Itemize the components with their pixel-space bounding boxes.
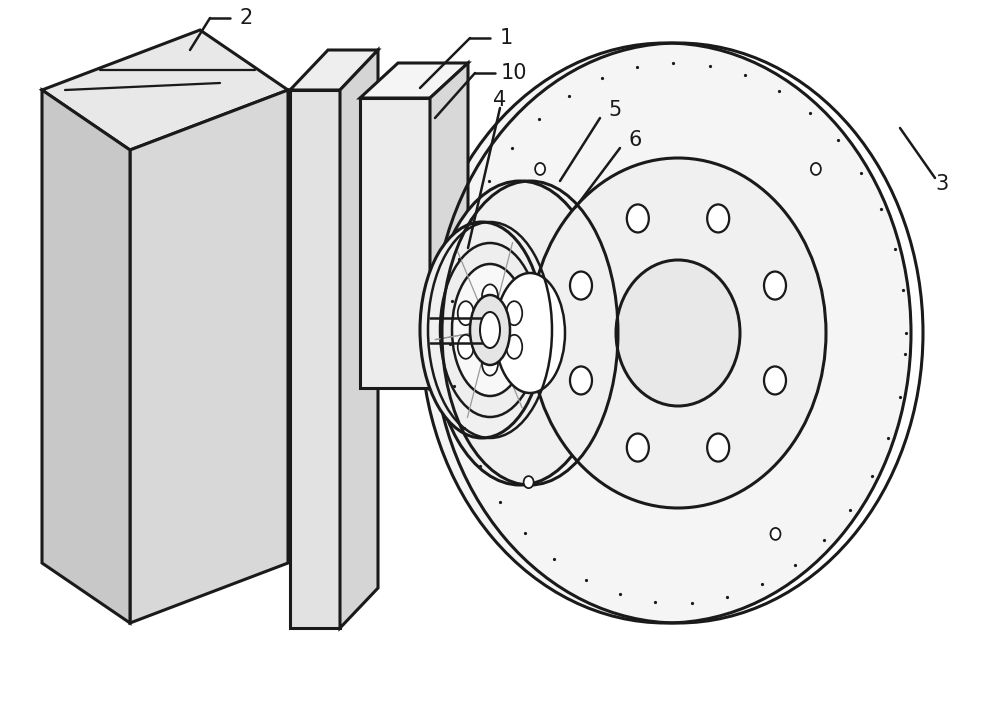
Ellipse shape bbox=[811, 163, 821, 175]
Polygon shape bbox=[290, 50, 378, 90]
Ellipse shape bbox=[482, 284, 498, 309]
Polygon shape bbox=[340, 50, 378, 628]
Text: 10: 10 bbox=[501, 63, 527, 83]
Ellipse shape bbox=[470, 295, 510, 365]
Polygon shape bbox=[42, 90, 130, 623]
Ellipse shape bbox=[535, 163, 545, 175]
Ellipse shape bbox=[627, 205, 649, 233]
Ellipse shape bbox=[707, 205, 729, 233]
Ellipse shape bbox=[616, 260, 740, 406]
Ellipse shape bbox=[482, 352, 498, 376]
Ellipse shape bbox=[495, 273, 565, 393]
Ellipse shape bbox=[770, 528, 780, 540]
Text: 5: 5 bbox=[608, 100, 622, 120]
Ellipse shape bbox=[707, 434, 729, 462]
Text: 4: 4 bbox=[493, 90, 507, 110]
Ellipse shape bbox=[458, 301, 474, 325]
Polygon shape bbox=[360, 98, 430, 388]
Polygon shape bbox=[290, 90, 340, 628]
Text: 3: 3 bbox=[935, 174, 949, 194]
Ellipse shape bbox=[432, 181, 608, 485]
Text: 1: 1 bbox=[499, 28, 513, 48]
Ellipse shape bbox=[452, 264, 528, 396]
Ellipse shape bbox=[627, 434, 649, 462]
Ellipse shape bbox=[420, 222, 544, 438]
Ellipse shape bbox=[458, 335, 474, 359]
Polygon shape bbox=[430, 63, 468, 388]
Ellipse shape bbox=[570, 271, 592, 299]
Text: 6: 6 bbox=[628, 130, 642, 150]
Ellipse shape bbox=[506, 335, 522, 359]
Text: 2: 2 bbox=[239, 8, 253, 28]
Ellipse shape bbox=[764, 271, 786, 299]
Ellipse shape bbox=[421, 43, 911, 623]
Ellipse shape bbox=[530, 158, 826, 508]
Polygon shape bbox=[42, 30, 288, 150]
Polygon shape bbox=[130, 90, 288, 623]
Polygon shape bbox=[360, 63, 468, 98]
Ellipse shape bbox=[570, 366, 592, 394]
Ellipse shape bbox=[764, 366, 786, 394]
Ellipse shape bbox=[506, 301, 522, 325]
Ellipse shape bbox=[524, 476, 534, 488]
Ellipse shape bbox=[480, 312, 500, 348]
Ellipse shape bbox=[440, 243, 540, 417]
